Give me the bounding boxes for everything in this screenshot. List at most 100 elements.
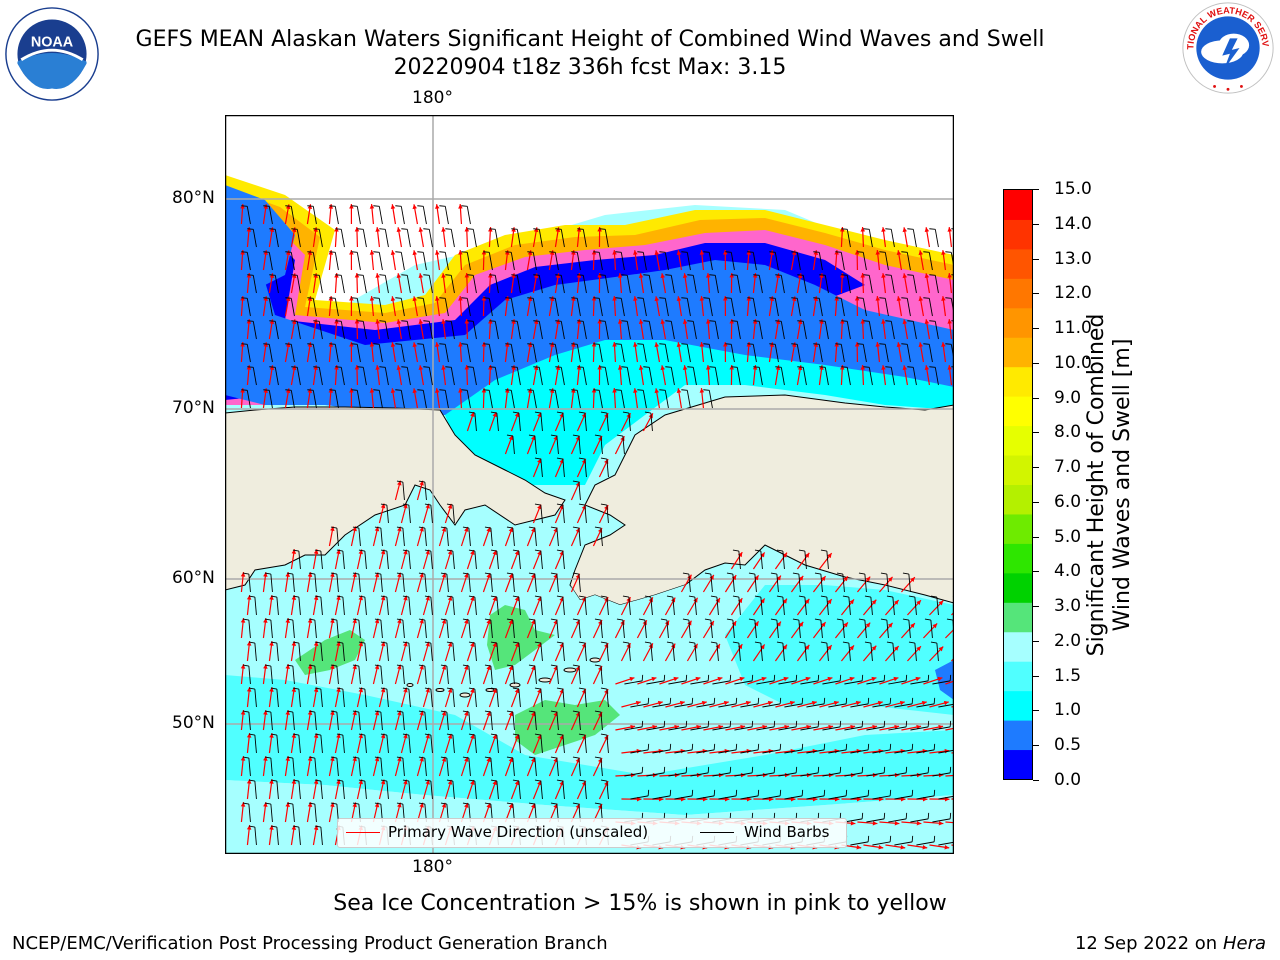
wave-arrow-head [263, 618, 268, 623]
wave-direction-arrow [945, 628, 954, 639]
wind-barb-feather [264, 572, 271, 575]
wind-barb-feather [933, 697, 936, 704]
wind-barb-feather [813, 297, 820, 299]
wind-barb [910, 772, 929, 777]
wind-barb-feather [839, 812, 842, 819]
wind-barb-feather [313, 320, 320, 322]
wave-arrow-head [486, 527, 491, 533]
wind-barb-feather [335, 320, 342, 322]
wind-barb [408, 781, 411, 800]
wind-barb-feather [248, 733, 255, 736]
wind-barb-feather [731, 366, 738, 368]
wind-barb-feather [292, 595, 299, 598]
wave-arrow-head [334, 319, 339, 324]
wind-barb-feather [836, 618, 843, 621]
wind-barb-feather [506, 572, 513, 575]
wind-barb [562, 505, 565, 524]
wind-barb [534, 574, 537, 593]
wind-barb-feather [528, 756, 535, 759]
lat-label-60: 60°N [172, 568, 215, 588]
wind-barb-feather [534, 641, 541, 644]
wind-barb-feather [556, 733, 563, 736]
wind-barb-feather [770, 618, 777, 621]
wave-arrow-head [776, 621, 781, 627]
wind-barb [562, 689, 565, 708]
wind-barb-feather [889, 697, 892, 704]
wind-barb [664, 344, 669, 363]
wind-barb-feather [841, 366, 848, 368]
wind-barb-feather [380, 779, 387, 782]
wave-arrow-head [813, 250, 818, 255]
wave-arrow-head [285, 802, 290, 807]
wind-barb-feather [291, 320, 298, 322]
wind-barb-feather [446, 503, 453, 506]
wind-barb [468, 528, 471, 547]
wave-arrow-head [555, 319, 561, 325]
wind-barb [268, 206, 273, 225]
wind-barb-feather [556, 503, 563, 506]
wind-barb [576, 252, 581, 271]
wind-barb-feather [687, 274, 694, 276]
wave-arrow-head [571, 250, 576, 255]
wave-arrow-head [508, 527, 513, 533]
wave-arrow-head [531, 665, 536, 671]
wind-barb-feather [330, 756, 337, 759]
wind-barb [270, 666, 273, 685]
wind-barb-feather [506, 526, 513, 529]
wind-barb [668, 772, 687, 777]
wind-barb [490, 666, 493, 685]
wave-arrow-head [418, 319, 424, 325]
wind-barb [584, 781, 587, 800]
wave-arrow-head [902, 273, 908, 279]
wave-arrow-head [555, 365, 561, 371]
wind-barb-feather [775, 320, 782, 322]
wave-arrow-head [762, 724, 768, 730]
wave-arrow-head [789, 700, 795, 706]
colorbar-segment [1004, 749, 1032, 779]
wave-arrow-head [307, 664, 313, 670]
wind-barb-feather [753, 320, 760, 322]
wind-barb [270, 574, 273, 593]
wind-barb-feather [659, 389, 666, 391]
wind-barb-feather [439, 205, 446, 207]
wind-barb [248, 574, 251, 593]
wind-barb [868, 321, 873, 340]
colorbar-label-line-2: Wind Waves and Swell [m] [1110, 338, 1135, 632]
wind-barb [268, 344, 273, 363]
wind-barb-feather [242, 710, 249, 713]
wind-barb-feather [945, 343, 952, 345]
wind-barb [380, 574, 383, 593]
wind-barb [862, 344, 867, 363]
wind-barb [298, 735, 301, 754]
wave-arrow-head [699, 388, 705, 393]
wind-barb [466, 390, 471, 409]
wind-barb [914, 597, 917, 616]
wind-barb-feather [841, 320, 848, 322]
wind-barb [292, 712, 295, 731]
wind-barb [910, 680, 929, 685]
wind-barb [556, 758, 559, 777]
wave-arrow-head [481, 250, 487, 255]
wave-arrow-head [412, 388, 417, 394]
wave-arrow-head [633, 342, 638, 347]
wind-barb [584, 735, 587, 754]
wind-barb [472, 275, 477, 294]
wave-arrow-head [850, 820, 856, 826]
wind-barb [716, 643, 719, 662]
wave-arrow-head [263, 250, 268, 255]
wind-barb [446, 712, 449, 731]
wind-barb [576, 344, 581, 363]
wind-barb [540, 735, 543, 754]
wave-arrow-head [782, 598, 787, 604]
wind-barb-feather [511, 320, 518, 322]
wave-arrow-head [549, 296, 555, 302]
wind-barb-feather [550, 664, 557, 667]
wind-barb [364, 735, 367, 754]
wind-barb [628, 597, 631, 616]
wind-barb [296, 275, 301, 294]
wave-arrow-head [679, 700, 685, 706]
wave-arrow-head [872, 724, 878, 730]
wind-barb [430, 551, 433, 570]
wind-barb [512, 620, 515, 639]
wave-arrow-head [709, 574, 714, 580]
